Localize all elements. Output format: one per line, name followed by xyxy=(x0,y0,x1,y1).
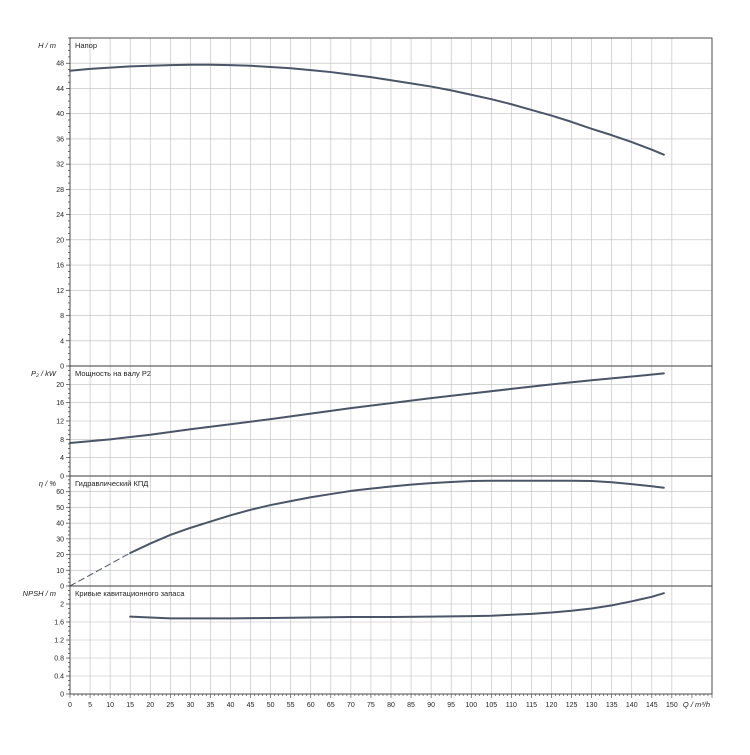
x-tick-label: 10 xyxy=(106,702,114,709)
panel-title: Мощность на валу P2 xyxy=(75,369,151,378)
y-tick-label: 16 xyxy=(56,263,64,270)
y-tick-label: 12 xyxy=(56,419,64,426)
x-axis-label: Q / m³/h xyxy=(683,700,710,709)
y-tick-label: 40 xyxy=(56,111,64,118)
x-tick-label: 30 xyxy=(186,702,194,709)
x-tick-label: 100 xyxy=(465,702,477,709)
y-tick-label: 8 xyxy=(60,313,64,320)
panel-3: 0 10 20 30 40 50 60η / % Гидравлический КПД xyxy=(39,475,713,591)
y-tick-label: 0 xyxy=(60,584,64,591)
y-tick-label: 16 xyxy=(56,400,64,407)
y-tick-label: 8 xyxy=(60,437,64,444)
x-tick-label: 35 xyxy=(207,702,215,709)
y-tick-label: 44 xyxy=(56,86,64,93)
y-axis-label: η / % xyxy=(39,479,56,488)
y-axis-label: H / m xyxy=(38,41,56,50)
x-tick-label: 65 xyxy=(327,702,335,709)
y-axis-label: P₂ / kW xyxy=(31,369,57,378)
y-tick-label: 30 xyxy=(56,536,64,543)
x-tick-label: 120 xyxy=(546,702,558,709)
y-tick-label: 20 xyxy=(56,382,64,389)
x-tick-label: 115 xyxy=(526,702,537,709)
x-tick-label: 5 xyxy=(88,702,92,709)
x-tick-label: 105 xyxy=(485,702,497,709)
x-tick-label: 60 xyxy=(307,702,315,709)
x-tick-label: 50 xyxy=(267,702,275,709)
curve-series xyxy=(129,479,665,554)
y-tick-label: 10 xyxy=(56,568,64,575)
y-tick-label: 4 xyxy=(60,338,64,345)
curve-extrapolated xyxy=(69,552,131,587)
y-tick-label: 24 xyxy=(56,212,64,219)
x-tick-label: 95 xyxy=(447,702,455,709)
x-tick-label: 70 xyxy=(347,702,355,709)
y-tick-label: 4 xyxy=(60,455,64,462)
y-tick-label: 0.4 xyxy=(54,674,64,681)
curve-series xyxy=(129,592,665,620)
y-tick-label: 0 xyxy=(60,364,64,371)
x-tick-label: 135 xyxy=(606,702,618,709)
x-tick-label: 15 xyxy=(126,702,134,709)
panel-title: Кривые кавитационного запаса xyxy=(75,589,185,598)
x-tick-label: 20 xyxy=(146,702,154,709)
panel-title: Напор xyxy=(75,41,97,50)
x-tick-label: 85 xyxy=(407,702,415,709)
y-tick-label: 36 xyxy=(56,136,64,143)
y-tick-label: 20 xyxy=(56,237,64,244)
y-tick-label: 12 xyxy=(56,288,64,295)
y-tick-label: 2 xyxy=(60,602,64,609)
panel-title: Гидравлический КПД xyxy=(75,479,148,488)
panel-4: 0 0.4 0.8 1.2 1.6 2 NPSH / m Кривые кавитационн… xyxy=(23,585,713,699)
y-axis-label: NPSH / m xyxy=(23,589,56,598)
x-tick-label: 75 xyxy=(367,702,375,709)
curve-series xyxy=(69,63,665,156)
y-tick-label: 0 xyxy=(60,692,64,699)
y-tick-label: 50 xyxy=(56,505,64,512)
x-axis: 0 5 10 15 20 25 30 35 40 45 50 55 60 65 70 75 80 85 90 95 10… xyxy=(68,694,713,709)
x-tick-label: 130 xyxy=(586,702,598,709)
x-tick-label: 140 xyxy=(626,702,638,709)
y-tick-label: 60 xyxy=(56,489,64,496)
y-tick-label: 0.8 xyxy=(54,656,64,663)
x-tick-label: 150 xyxy=(666,702,678,709)
x-tick-label: 40 xyxy=(227,702,235,709)
x-tick-label: 0 xyxy=(68,702,72,709)
panel-2: 0 4 8 12 16 20 P₂ / kW Мощность на валу P2 xyxy=(31,365,713,481)
y-tick-label: 40 xyxy=(56,521,64,528)
x-tick-label: 80 xyxy=(387,702,395,709)
y-tick-label: 1.2 xyxy=(54,638,64,645)
y-tick-label: 0 xyxy=(60,474,64,481)
y-tick-label: 48 xyxy=(56,61,64,68)
x-tick-label: 25 xyxy=(166,702,174,709)
curve-series xyxy=(69,372,665,444)
x-tick-label: 90 xyxy=(427,702,435,709)
x-tick-label: 125 xyxy=(566,702,578,709)
y-tick-label: 28 xyxy=(56,187,64,194)
x-tick-label: 55 xyxy=(287,702,295,709)
x-tick-label: 145 xyxy=(646,702,658,709)
x-tick-label: 110 xyxy=(506,702,517,709)
y-tick-label: 20 xyxy=(56,552,64,559)
y-tick-label: 1.6 xyxy=(54,620,64,627)
x-tick-label: 45 xyxy=(247,702,255,709)
y-tick-label: 32 xyxy=(56,162,64,169)
